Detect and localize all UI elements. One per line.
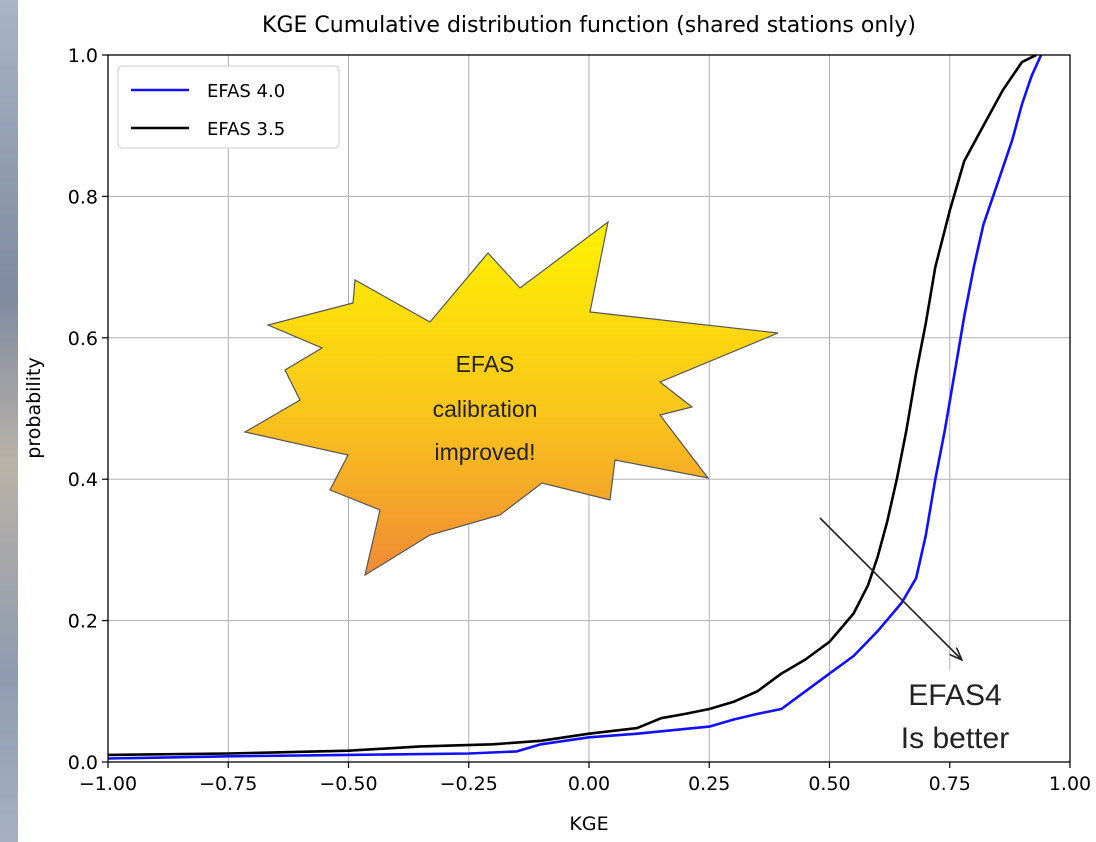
x-tick-label: −0.75 <box>199 773 257 795</box>
x-tick-label: 0.00 <box>568 773 610 795</box>
y-axis-label: probability <box>23 357 45 458</box>
y-tick-label: 0.2 <box>68 611 98 633</box>
callout-text-line-3: improved! <box>435 439 536 465</box>
note-text-line-2: Is better <box>901 722 1009 755</box>
y-tick-label: 0.6 <box>68 328 98 350</box>
starburst-callout <box>243 220 779 577</box>
series-line-efas-4-0 <box>107 54 1043 760</box>
background-photo-strip <box>0 0 18 842</box>
x-axis-label: KGE <box>569 813 608 835</box>
x-tick-label: −0.50 <box>319 773 377 795</box>
y-tick-label: 0.0 <box>68 752 98 774</box>
series-layer <box>107 53 1043 760</box>
chart-title: KGE Cumulative distribution function (sh… <box>262 13 916 38</box>
note-text-line-1: EFAS4 <box>908 679 1001 712</box>
legend: EFAS 4.0 EFAS 3.5 <box>117 65 340 149</box>
x-tick-label: −0.25 <box>440 773 498 795</box>
x-tick-label: 0.75 <box>929 773 971 795</box>
y-tick-label: 1.0 <box>68 45 98 67</box>
x-tick-label: −1.00 <box>79 773 137 795</box>
y-tick-label: 0.8 <box>68 186 98 208</box>
series-line-efas-3-5 <box>107 53 1037 757</box>
y-tick-label: 0.4 <box>68 469 98 491</box>
plot-frame <box>107 54 1071 763</box>
callout-text-line-2: calibration <box>433 396 538 422</box>
x-tick-label: 0.25 <box>688 773 730 795</box>
callout-text-line-1: EFAS <box>456 351 515 377</box>
axis-ticks: −1.00 −0.75 −0.50 −0.25 0.00 0.25 0.50 0.75 1.00… <box>68 45 1091 795</box>
x-tick-label: 1.00 <box>1049 773 1091 795</box>
legend-label-efas-4-0: EFAS 4.0 <box>207 81 285 102</box>
annotation-arrow <box>819 517 962 660</box>
legend-label-efas-3-5: EFAS 3.5 <box>207 119 285 140</box>
note-box <box>862 670 1040 762</box>
x-tick-label: 0.50 <box>808 773 850 795</box>
